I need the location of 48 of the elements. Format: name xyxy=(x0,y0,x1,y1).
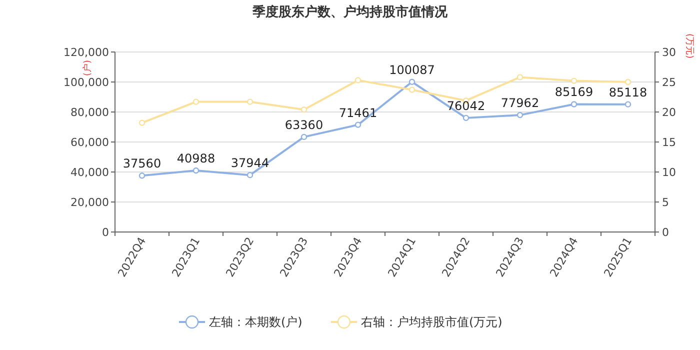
data-label: 37560 xyxy=(122,156,162,171)
data-label: 85118 xyxy=(608,85,648,100)
point xyxy=(408,86,416,93)
point xyxy=(516,74,524,80)
y-axis-title: (户) xyxy=(82,60,93,76)
y2-axis-title: (万元) xyxy=(684,33,695,59)
point xyxy=(192,167,200,174)
y-tick-label: 20,000 xyxy=(70,196,109,209)
y-tick-label: 80,000 xyxy=(70,106,109,119)
point xyxy=(624,101,632,108)
legend-label: 右轴：户均持股市值(万元) xyxy=(361,315,502,329)
data-label: 77962 xyxy=(500,96,540,110)
y2-tick-label: 20 xyxy=(662,106,676,119)
y2-tick-label: 0 xyxy=(662,226,669,239)
data-label: 85169 xyxy=(554,85,594,100)
y2-tick-label: 10 xyxy=(662,166,676,179)
data-label: 71461 xyxy=(338,106,378,120)
y-tick-label: 100,000 xyxy=(64,76,109,89)
data-label: 76042 xyxy=(446,98,486,113)
y-tick-label: 60,000 xyxy=(70,136,109,149)
y2-tick-label: 30 xyxy=(662,46,676,59)
point xyxy=(300,134,308,140)
point xyxy=(462,114,470,122)
data-label: 40988 xyxy=(176,152,216,166)
point xyxy=(570,101,578,108)
legend-label: 左轴：本期数(户) xyxy=(209,315,302,329)
point xyxy=(300,106,308,113)
point xyxy=(570,78,578,84)
point xyxy=(246,172,254,178)
y-tick-label: 40,000 xyxy=(70,166,109,179)
y2-tick-label: 15 xyxy=(662,136,676,149)
point xyxy=(354,122,362,128)
chart-title: 季度股东户数、户均持股市值情况 xyxy=(252,4,448,20)
point xyxy=(408,78,416,85)
point xyxy=(138,120,146,126)
y2-tick-label: 5 xyxy=(662,196,669,209)
y-tick-label: 0 xyxy=(102,226,109,239)
point xyxy=(516,112,524,118)
data-label: 37944 xyxy=(230,156,270,170)
data-label: 63360 xyxy=(284,118,324,132)
data-label: 100087 xyxy=(389,62,435,77)
point xyxy=(138,172,146,179)
point xyxy=(192,98,200,105)
point xyxy=(246,98,254,105)
point xyxy=(354,77,362,84)
point xyxy=(624,78,632,86)
y2-tick-label: 25 xyxy=(662,76,676,89)
y-tick-label: 120,000 xyxy=(64,46,109,59)
